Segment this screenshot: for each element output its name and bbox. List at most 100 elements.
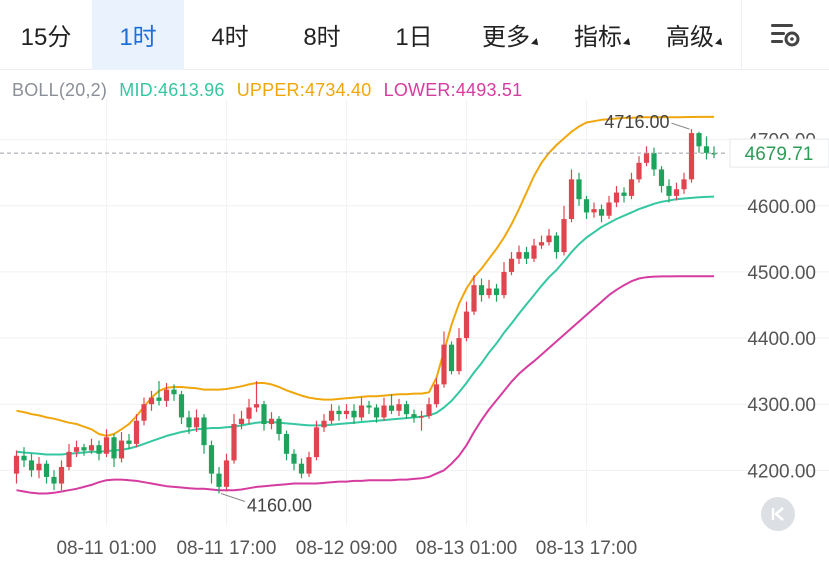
indicator-name: BOLL(20,2) [12,80,108,100]
candle-body [636,162,642,180]
scroll-right-icon [771,507,784,521]
candle-body [546,235,552,243]
tab-1[interactable]: 1时 [92,0,184,70]
x-tick-label: 08-12 09:00 [296,538,397,559]
candle-body [358,405,365,418]
indicator-legend: BOLL(20,2) MID:4613.96 UPPER:4734.40 LOW… [12,80,529,101]
boll-upper-line [16,115,714,437]
candle-body [561,219,567,253]
candle-body [688,133,695,180]
high-marker-line [671,122,690,130]
candle-body [666,185,672,196]
candle-body [186,417,192,428]
tab-3[interactable]: 8时 [276,0,368,70]
candle-body [396,404,402,411]
candle-body [456,338,462,372]
candle-body [238,418,245,425]
candle-body [591,209,597,213]
candle-body [351,410,357,418]
candle-body [493,288,500,296]
high-price-label: 4716.00 [604,112,669,132]
candle-body [111,437,117,459]
candle-body [171,389,177,395]
candle-body [43,463,50,477]
tab-0[interactable]: 15分 [0,0,92,70]
candle-body [163,389,170,401]
candle-body [283,433,290,454]
candle-body [606,202,612,216]
x-tick-label: 08-13 01:00 [416,538,517,559]
scroll-to-latest-button[interactable] [761,497,795,531]
candle-body [336,410,342,415]
candlestick-chart[interactable]: 4700.004600.004500.004400.004300.004200.… [0,100,829,562]
candle-body [628,179,635,196]
candle-body [373,407,380,418]
candle-body [463,311,470,339]
candle-body [516,252,522,259]
x-tick-label: 08-13 17:00 [536,538,637,559]
candle-body [73,447,80,452]
candle-body [291,453,297,464]
candle-body [643,152,650,163]
candle-body [133,420,140,444]
candle-body [223,460,230,487]
candle-body [321,420,327,428]
candle-body [208,445,215,474]
candle-body [703,146,710,153]
tab-6[interactable]: 指标 [552,0,644,70]
chart-settings-icon [770,24,799,47]
candle-body [313,427,320,458]
candle-body [598,209,605,216]
candle-body [478,285,485,296]
tab-label: 4时 [211,24,249,51]
candle-body [253,404,260,408]
candle-body [261,404,267,425]
dropdown-caret-icon [623,37,633,48]
candle-body [381,405,387,418]
dropdown-caret-icon [715,37,725,48]
candle-body [433,384,440,405]
candle-body [388,405,395,411]
y-tick-label: 4600.00 [747,197,816,218]
candle-body [51,476,57,484]
candle-body [613,192,620,203]
tab-label: 1日 [395,24,433,51]
tab-5[interactable]: 更多 [460,0,552,70]
candle-body [441,344,447,385]
candle-body [148,397,155,405]
candle-body [418,416,425,418]
candle-body [621,192,627,196]
candle-body [568,179,575,220]
tab-4[interactable]: 1日 [368,0,460,70]
candle-body [673,189,680,196]
low-marker-line [220,492,246,502]
candle-body [651,152,657,170]
candle-body [178,394,185,418]
candle-body [711,152,717,155]
boll-mid-line [16,195,715,456]
candle-body [216,473,222,487]
candle-body [193,417,200,428]
candle-body [403,404,410,415]
x-tick-label: 08-11 17:00 [176,538,276,559]
chart-settings-button[interactable] [741,0,829,70]
candle-body [298,463,305,474]
tab-2[interactable]: 4时 [184,0,276,70]
y-tick-label: 4500.00 [747,263,816,284]
candle-body [681,179,687,190]
candle-body [88,445,95,451]
candle-body [486,288,492,296]
candle-body [696,133,702,147]
candle-body [276,418,282,434]
tab-7[interactable]: 高级 [644,0,736,70]
timeframe-tabbar: 15分 1时 4时 8时 1日 更多 指标 高级 [0,0,829,70]
boll-lower-line [16,275,714,495]
candle-body [553,235,560,253]
candle-body [343,410,350,415]
boll-upper-value: UPPER:4734.40 [236,80,372,100]
candle-body [231,424,237,461]
candle-body [36,463,42,471]
tab-label: 15分 [20,24,72,51]
candle-body [201,417,207,446]
candle-body [538,242,545,246]
